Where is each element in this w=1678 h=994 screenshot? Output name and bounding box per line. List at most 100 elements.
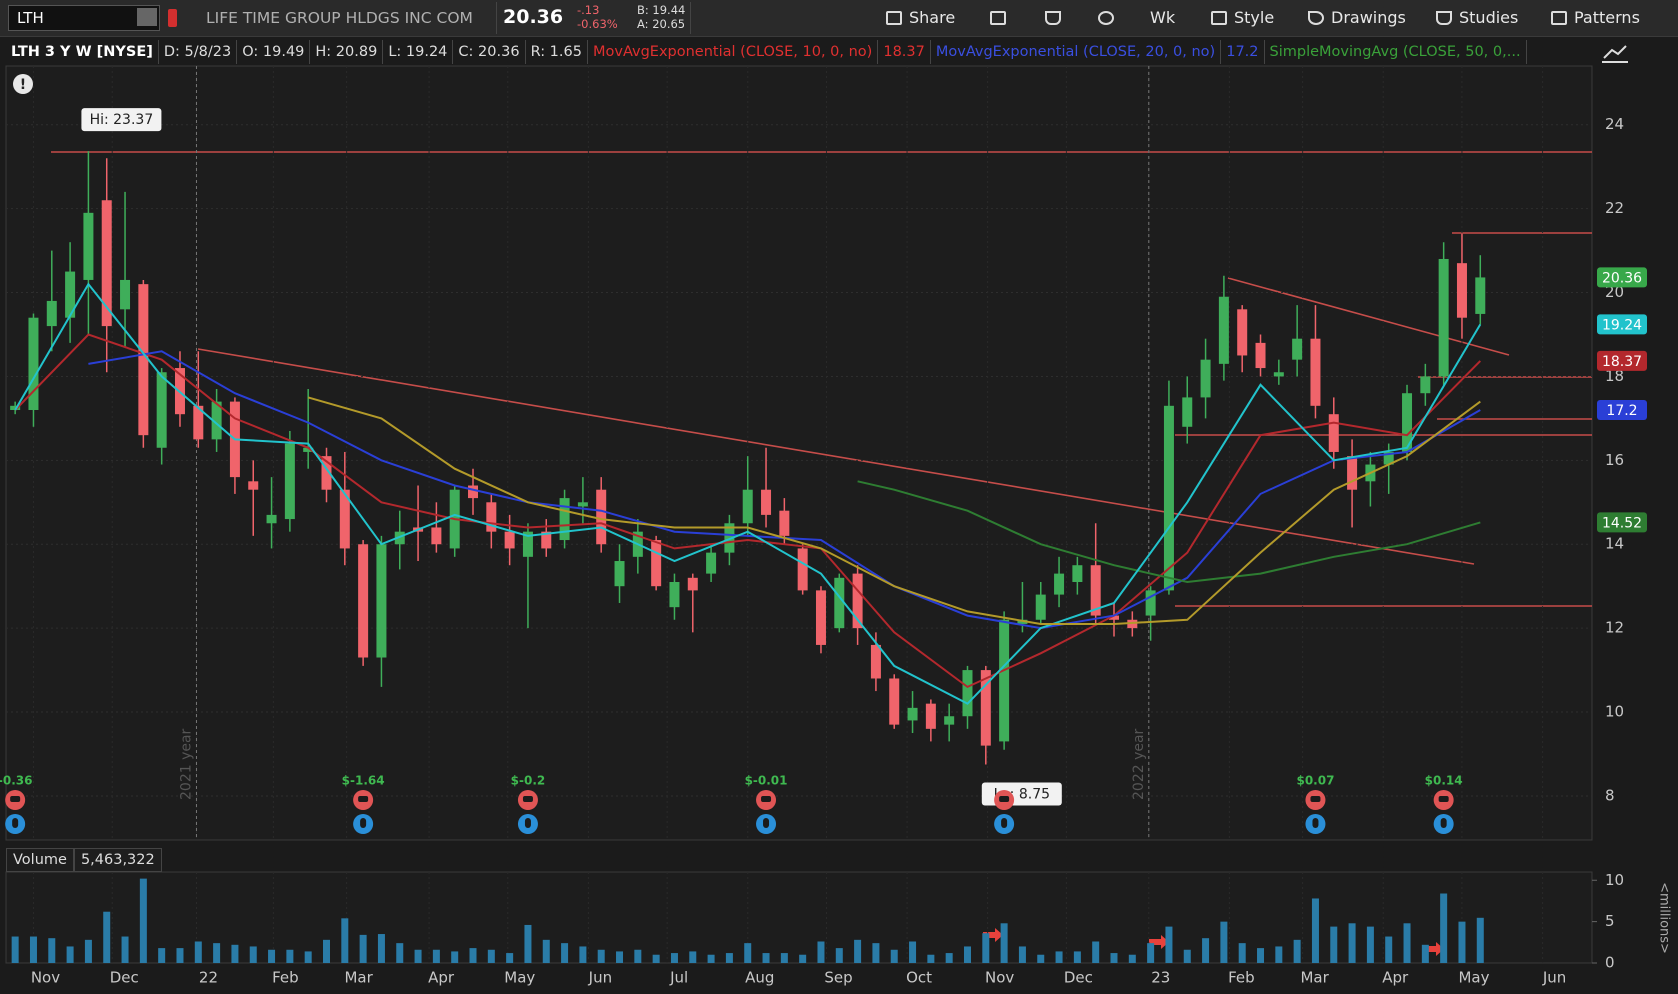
y-tick-label: 10 xyxy=(1605,703,1624,721)
studies-button[interactable]: Studies xyxy=(1436,8,1518,27)
y-tick-label: 12 xyxy=(1605,619,1624,637)
volume-bar xyxy=(359,934,367,963)
candle-body xyxy=(870,644,881,679)
volume-bar xyxy=(799,954,807,963)
extreme-label: Hi: 23.37 xyxy=(90,112,154,128)
value-tag xyxy=(1597,512,1647,533)
study-name[interactable]: SimpleMovingAvg (CLOSE, 50, 0,... xyxy=(1265,40,1527,64)
value-tag xyxy=(1597,400,1647,420)
x-tick-label: Aug xyxy=(745,969,774,987)
value-tag-label: 19.24 xyxy=(1602,317,1642,333)
volume-bar xyxy=(506,953,514,963)
draw-icon[interactable] xyxy=(1602,45,1628,63)
symbol-dropdown[interactable] xyxy=(137,8,157,26)
candle-body xyxy=(431,527,442,545)
candle-body xyxy=(1218,296,1229,364)
value-tag xyxy=(1597,350,1647,371)
candle-body xyxy=(10,405,21,410)
candle-body xyxy=(925,703,936,729)
earnings-icon-glyph xyxy=(1310,796,1321,802)
volume-bar xyxy=(377,934,385,963)
x-tick-label: Jul xyxy=(669,969,688,987)
candle-body xyxy=(742,489,753,524)
patterns-button[interactable]: Patterns xyxy=(1551,8,1640,27)
volume-bar xyxy=(542,939,550,963)
earnings-label: $0.07 xyxy=(1296,774,1334,788)
flag-icon xyxy=(168,9,177,27)
x-tick-label: Apr xyxy=(428,969,455,987)
drawings-button[interactable]: Drawings xyxy=(1308,8,1406,27)
icon-button[interactable] xyxy=(1098,8,1121,27)
volume-bar xyxy=(249,946,257,963)
candle-body xyxy=(394,531,405,545)
candle-body xyxy=(120,279,131,310)
volume-bar xyxy=(1421,944,1429,963)
volume-bar xyxy=(1440,893,1448,963)
button-label: Studies xyxy=(1459,8,1519,27)
study-value: 17.2 xyxy=(1221,40,1265,64)
value-tag xyxy=(1597,267,1647,288)
arrow xyxy=(1424,942,1444,956)
volume-bar xyxy=(1165,926,1173,963)
candle-body xyxy=(541,531,552,549)
alert-icon[interactable] xyxy=(13,74,33,94)
candle-body xyxy=(596,489,607,545)
info-item: L: 19.24 xyxy=(383,40,454,64)
candle-body xyxy=(303,447,314,452)
volume-bar xyxy=(1238,943,1246,963)
candle-body xyxy=(944,716,955,725)
volume-bar xyxy=(304,951,312,963)
candle-body xyxy=(577,502,588,507)
volume-bar xyxy=(469,948,477,963)
volume-bar xyxy=(268,949,276,963)
share-button[interactable]: Share xyxy=(886,8,955,27)
candle-body xyxy=(1182,397,1193,427)
change: -.13 xyxy=(577,3,600,17)
volume-bar xyxy=(890,949,898,963)
volume-bar xyxy=(1147,943,1155,963)
moving-average-line xyxy=(14,333,1482,689)
volume-bar xyxy=(286,949,294,963)
period-label: 2021 year xyxy=(178,728,194,800)
candle-body xyxy=(907,707,918,721)
symbol-box[interactable]: LTH xyxy=(8,5,160,31)
candle-body xyxy=(1475,277,1486,314)
volume-tick-label: 0 xyxy=(1605,954,1615,972)
x-tick-label: Mar xyxy=(1300,969,1329,987)
volume-bar xyxy=(121,936,129,963)
candle-body xyxy=(1109,615,1120,620)
volume-bar xyxy=(524,924,532,963)
icon-button[interactable] xyxy=(990,8,1013,27)
candle-body xyxy=(559,498,570,541)
volume-bar xyxy=(909,941,917,963)
button-label: Patterns xyxy=(1574,8,1640,27)
earnings-icon-glyph xyxy=(522,796,533,802)
study-name[interactable]: MovAvgExponential (CLOSE, 10, 0, no) xyxy=(588,40,879,64)
symbol: LTH xyxy=(17,9,44,27)
volume-bar xyxy=(1220,921,1228,963)
info-item: R: 1.65 xyxy=(526,40,588,64)
study-name[interactable]: MovAvgExponential (CLOSE, 20, 0, no) xyxy=(931,40,1222,64)
candle-body xyxy=(980,670,991,746)
volume-bar xyxy=(835,948,843,963)
volume-bar xyxy=(487,949,495,963)
button-label: Style xyxy=(1234,8,1275,27)
candle-body xyxy=(797,548,808,591)
volume-pane xyxy=(5,871,1593,964)
volume-bar xyxy=(396,943,404,963)
volume-bar xyxy=(1476,917,1484,963)
icon-button[interactable] xyxy=(1045,8,1068,27)
info-item: C: 20.36 xyxy=(453,40,526,64)
earnings-icon-glyph xyxy=(1438,796,1449,802)
earnings-icon-glyph xyxy=(10,796,21,802)
info-item: O: 19.49 xyxy=(237,40,311,64)
x-tick-label: Feb xyxy=(1228,969,1255,987)
volume-bar xyxy=(689,951,697,963)
style-button[interactable]: Style xyxy=(1211,8,1274,27)
x-tick-label: Dec xyxy=(110,969,139,987)
aggregation-button[interactable]: Wk xyxy=(1150,8,1175,27)
volume-unit: <millions> xyxy=(1657,882,1672,954)
candle-body xyxy=(83,212,94,280)
candle-body xyxy=(339,489,350,549)
